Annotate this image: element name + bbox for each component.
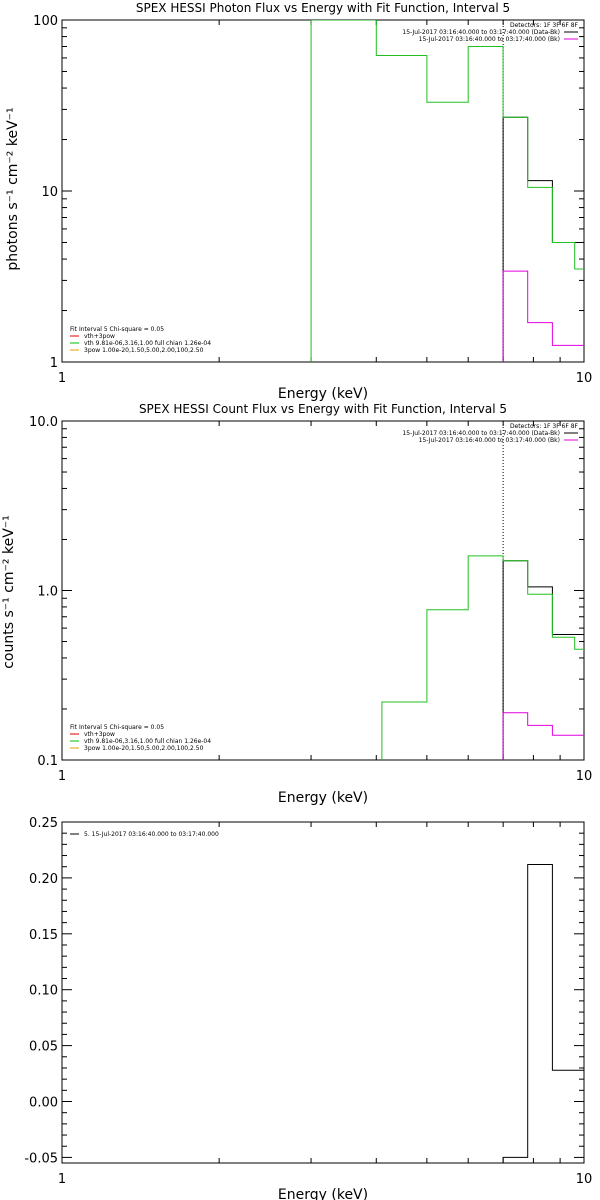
legend-bottomleft-text: Fit Interval 5 Chi-square = 0.05: [70, 326, 164, 333]
y-tick-label: 100: [33, 14, 58, 29]
legend-bottomleft-text: vth+3pow: [84, 731, 115, 738]
y-tick-label: 0.25: [29, 816, 58, 831]
series-line-2: [310, 20, 584, 362]
x-tick-label: 1: [58, 371, 66, 386]
panel-residuals: 1 10 0.25 0.20 0.15 0.10 0.05 0.00 -0.05 5. 15-Ju…: [24, 816, 592, 1200]
plot-frame: [61, 19, 585, 363]
x-tick-label: 1: [58, 769, 66, 784]
y-tick-label: 1: [50, 356, 58, 371]
panel-photon-flux: SPEX HESSI Photon Flux vs Energy with Fi…: [5, 1, 592, 402]
x-tick-label: 10: [576, 1172, 593, 1187]
x-tick-label: 10: [576, 769, 593, 784]
y-tick-label: 0.00: [29, 1096, 58, 1111]
legend-topright-text: 15-Jul-2017 03:16:40.000 to 03:17:40.000…: [419, 36, 560, 43]
series-group: [310, 20, 584, 362]
legend-bottomleft-text: vth+3pow: [84, 333, 115, 340]
series-group: [381, 555, 584, 760]
legend-topright-text: 15-Jul-2017 03:16:40.000 to 03:17:40.000…: [402, 430, 560, 437]
plot-frame: [61, 420, 585, 761]
plot-frame: [61, 821, 585, 1164]
count-flux-title: SPEX HESSI Count Flux vs Energy with Fit…: [139, 402, 507, 416]
legend-topright-text: 15-Jul-2017 03:16:40.000 to 03:17:40.000…: [419, 437, 560, 444]
legend-bottomleft-text: 3pow 1.00e-20,1.50,5.00,2.00,100,2.50: [84, 745, 204, 752]
legend-topleft-text: 5. 15-Jul-2017 03:16:40.000 to 03:17:40.…: [84, 831, 219, 838]
y-tick-label: 0.05: [29, 1040, 58, 1055]
x-tick-label: 10: [576, 371, 593, 386]
series-line-0: [502, 116, 584, 362]
legend-bottomleft-text: 3pow 1.00e-20,1.50,5.00,2.00,100,2.50: [84, 347, 204, 354]
series-line-0: [502, 864, 584, 1163]
series-line-1: [502, 712, 584, 760]
series-line-2: [381, 555, 584, 760]
photon-flux-xlabel: Energy (keV): [278, 386, 368, 402]
y-tick-label: 1.0: [37, 585, 58, 600]
panel-count-flux: SPEX HESSI Count Flux vs Energy with Fit…: [1, 402, 592, 806]
y-tick-label: 0.1: [37, 754, 58, 769]
photon-flux-ylabel: photons s⁻¹ cm⁻² keV⁻¹: [5, 107, 21, 270]
photon-flux-title: SPEX HESSI Photon Flux vs Energy with Fi…: [136, 1, 510, 15]
y-tick-label: 0.10: [29, 984, 58, 999]
residual-plot: 1 10 0.25 0.20 0.15 0.10 0.05 0.00 -0.05 5. 15-Ju…: [24, 816, 592, 1187]
count-flux-plot: 1 100.11.010.0 Detectors: 1F 3F 6F 8F15-Ju…: [29, 415, 592, 784]
x-tick-label: 1: [58, 1172, 66, 1187]
legend-bottomleft-text: vth 9.81e-06,3.16,1.00 full chian 1.26e-…: [84, 340, 211, 347]
legend-bottomleft-text: Fit Interval 5 Chi-square = 0.05: [70, 724, 164, 731]
legend-topright-text: Detectors: 1F 3F 6F 8F: [510, 423, 579, 430]
legend-topright-text: 15-Jul-2017 03:16:40.000 to 03:17:40.000…: [402, 29, 560, 36]
series-line-0: [502, 560, 584, 760]
legend-bottomleft-text: vth 9.81e-06,3.16,1.00 full chian 1.26e-…: [84, 738, 211, 745]
y-tick-label: 10.0: [29, 415, 58, 430]
series-group: [502, 864, 584, 1163]
legend-topright-text: Detectors: 1F 3F 6F 8F: [510, 22, 579, 29]
count-flux-xlabel: Energy (keV): [278, 790, 368, 806]
count-flux-ylabel: counts s⁻¹ cm⁻² keV⁻¹: [1, 515, 17, 669]
y-tick-label: 0.20: [29, 872, 58, 887]
series-line-1: [502, 270, 584, 362]
y-tick-label: -0.05: [24, 1151, 58, 1166]
y-tick-label: 0.15: [29, 928, 58, 943]
residual-xlabel: Energy (keV): [278, 1187, 368, 1200]
y-tick-label: 10: [41, 185, 58, 200]
